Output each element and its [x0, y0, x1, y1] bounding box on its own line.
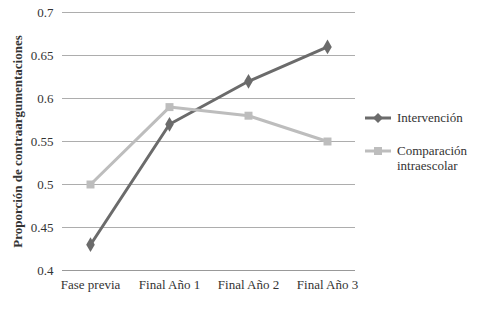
- html-text:Comparación intraescolar: Comparación intraescolar: [397, 143, 467, 173]
- svg-text:0.65: 0.65: [31, 48, 54, 63]
- svg-text:Final Año 2: Final Año 2: [218, 277, 279, 292]
- svg-text:Proporción de contraargumentac: Proporción de contraargumentaciones: [10, 35, 25, 248]
- svg-text:0.7: 0.7: [37, 5, 54, 20]
- svg-text:0.45: 0.45: [31, 220, 54, 235]
- svg-text:Final Año 3: Final Año 3: [297, 277, 358, 292]
- svg-text:0.55: 0.55: [31, 134, 54, 149]
- svg-text:Final Año 1: Final Año 1: [139, 277, 200, 292]
- html-text:Intervención: Intervención: [397, 110, 463, 125]
- svg-text:0.5: 0.5: [37, 177, 53, 192]
- svg-text:Fase previa: Fase previa: [61, 277, 121, 292]
- svg-text:0.6: 0.6: [37, 91, 54, 106]
- svg-text:0.4: 0.4: [37, 263, 54, 278]
